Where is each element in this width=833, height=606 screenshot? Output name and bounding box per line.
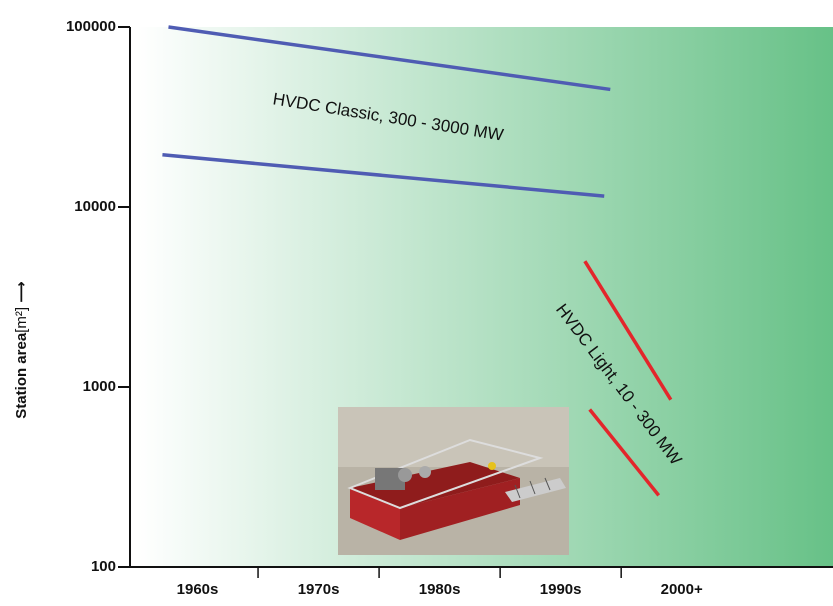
y-tick-label: 100000: [66, 18, 116, 35]
y-axis-unit: [m²]: [13, 307, 30, 333]
x-tick-label: 1990s: [540, 581, 582, 598]
y-axis-title: Station area: [13, 332, 30, 419]
x-tick-label: 2000+: [661, 581, 703, 598]
station-photo: [338, 407, 569, 555]
chart: Station area[m²] ⟶ HVDC Classic, 300 - 3…: [0, 0, 833, 606]
y-tick-label: 1000: [83, 378, 116, 395]
y-tick-label: 100: [91, 558, 116, 575]
y-tick-label: 10000: [74, 198, 116, 215]
x-tick-label: 1980s: [419, 581, 461, 598]
x-tick-label: 1960s: [177, 581, 219, 598]
y-axis-label: Station area[m²] ⟶: [13, 281, 30, 418]
x-tick-label: 1970s: [298, 581, 340, 598]
page: {"chart_data": { "type": "line", "ylabel…: [0, 0, 833, 606]
